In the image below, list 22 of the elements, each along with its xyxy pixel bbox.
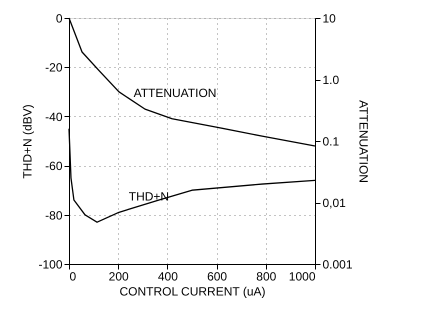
y-tick-label: -60	[45, 159, 63, 174]
y-tick-label: -80	[45, 208, 63, 222]
y2-axis-title: ATTENUATION	[356, 100, 371, 183]
x-axis-title: CONTROL CURRENT (uA)	[119, 284, 266, 298]
y2-tick-label: 0.1	[322, 134, 340, 148]
x-tick-label: 800	[256, 270, 277, 284]
x-tick-label: 200	[108, 270, 130, 284]
y-tick-label: -20	[45, 60, 63, 75]
y2-tick-label: 1.0	[322, 73, 340, 87]
x-tick-label: 0	[70, 270, 76, 284]
y2-tick-label: 10	[322, 12, 336, 26]
y-axis-title: THD+N (dBV)	[20, 104, 34, 179]
x-tick-label: 600	[207, 270, 228, 284]
y-tick-label: -40	[45, 110, 63, 124]
series-label: THD+N	[128, 189, 170, 204]
x-tick-label: 400	[158, 270, 178, 284]
x-tick-label: 1000	[288, 270, 316, 284]
series-label: ATTENUATION	[134, 86, 216, 100]
y-tick-label: -100	[38, 258, 63, 272]
y-tick-label: 0	[56, 12, 63, 26]
y2-tick-label: 0,01	[322, 196, 346, 210]
y2-tick-label: 0.001	[322, 258, 353, 272]
